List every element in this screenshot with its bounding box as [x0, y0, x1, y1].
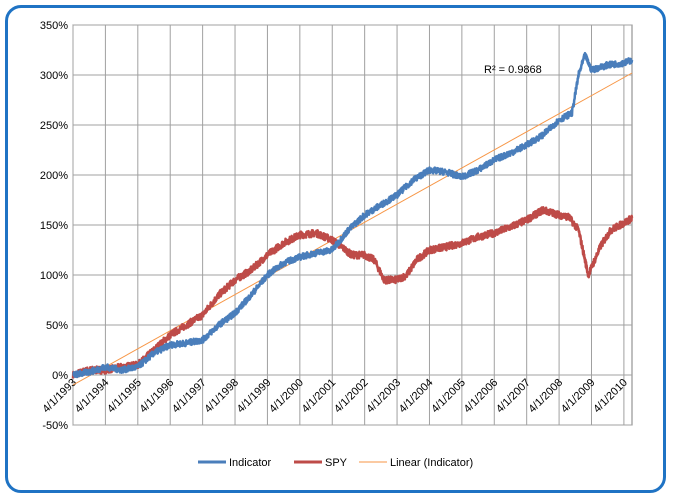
y-tick-label: 100% [40, 270, 68, 282]
r-squared-annotation: R² = 0.9868 [484, 64, 542, 76]
series-line-indicator [72, 51, 634, 379]
y-tick-label: 0% [52, 370, 68, 382]
legend: Indicator SPY Linear (Indicator) [198, 457, 473, 469]
y-tick-label: 250% [40, 120, 68, 132]
series-line-spy [71, 206, 634, 379]
y-tick-label: 200% [40, 170, 68, 182]
y-tick-label: 50% [46, 320, 68, 332]
y-tick-label: 150% [40, 220, 68, 232]
series-line-linear-indicator [72, 72, 633, 386]
grid [72, 24, 632, 426]
legend-label-indicator: Indicator [229, 457, 272, 469]
y-tick-label: 350% [40, 20, 68, 32]
legend-label-linear: Linear (Indicator) [390, 457, 473, 469]
series [71, 51, 634, 386]
y-tick-label: 300% [40, 70, 68, 82]
legend-label-spy: SPY [325, 457, 348, 469]
y-tick-label: -50% [42, 420, 68, 432]
y-axis: -50% 0% 50% 100% 150% 200% 250% 300% 350% [40, 20, 68, 432]
